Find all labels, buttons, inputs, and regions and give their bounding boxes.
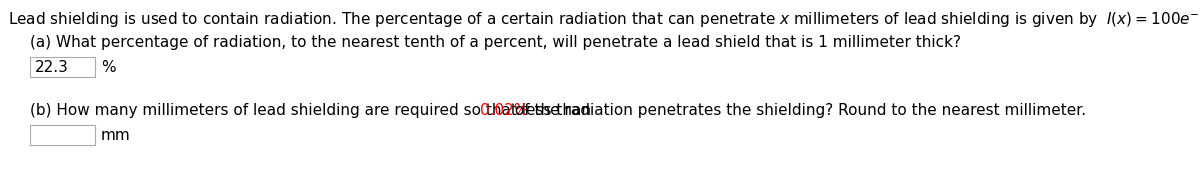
Text: (a) What percentage of radiation, to the nearest tenth of a percent, will penetr: (a) What percentage of radiation, to the…: [30, 35, 961, 50]
Text: mm: mm: [101, 128, 131, 143]
Text: 22.3: 22.3: [35, 60, 68, 75]
Text: 0.02%: 0.02%: [480, 103, 528, 118]
Text: of the radiation penetrates the shielding? Round to the nearest millimeter.: of the radiation penetrates the shieldin…: [510, 103, 1086, 118]
Text: Lead shielding is used to contain radiation. The percentage of a certain radiati: Lead shielding is used to contain radiat…: [8, 8, 1200, 30]
Text: (b) How many millimeters of lead shielding are required so that less than: (b) How many millimeters of lead shieldi…: [30, 103, 596, 118]
Text: %: %: [101, 60, 115, 75]
